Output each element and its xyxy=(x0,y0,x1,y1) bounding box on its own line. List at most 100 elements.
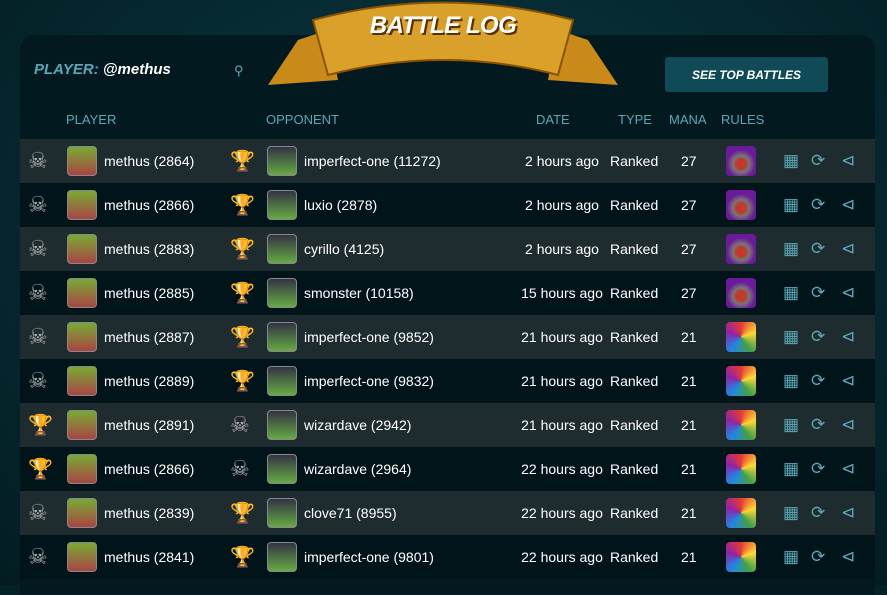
trophy-icon: 🏆 xyxy=(230,326,255,349)
share-icon[interactable]: ⊲ xyxy=(841,327,856,346)
share-icon[interactable]: ⊲ xyxy=(841,239,856,258)
trophy-icon: 🏆 xyxy=(28,458,53,481)
opponent-name[interactable]: wizardave (2964) xyxy=(304,461,412,477)
replay-icon[interactable]: ⟳ xyxy=(811,503,826,522)
trophy-icon: 🏆 xyxy=(230,194,255,217)
battle-row: 🏆 methus (2866) ☠ wizardave (2964) 22 hours … xyxy=(20,447,875,491)
see-top-battles-button[interactable]: SEE TOP BATTLES xyxy=(665,57,828,92)
share-icon[interactable]: ⊲ xyxy=(841,283,856,302)
player-avatar xyxy=(67,146,97,176)
trophy-icon: 🏆 xyxy=(230,282,255,305)
player-name[interactable]: methus (2864) xyxy=(104,153,195,169)
battle-log-panel: PLAYER: @methus ⚲ SEE TOP BATTLES PLAYER… xyxy=(20,35,875,595)
rainbow-icon xyxy=(726,366,756,396)
battle-view-icon[interactable]: ▦ xyxy=(783,283,800,302)
battle-date: 2 hours ago xyxy=(525,153,599,169)
battle-row: 🏆 methus (2891) ☠ wizardave (2942) 21 hours … xyxy=(20,403,875,447)
replay-icon[interactable]: ⟳ xyxy=(811,459,826,478)
replay-icon[interactable]: ⟳ xyxy=(811,371,826,390)
battle-view-icon[interactable]: ▦ xyxy=(783,239,800,258)
battle-view-icon[interactable]: ▦ xyxy=(783,503,800,522)
player-name[interactable]: methus (2866) xyxy=(104,197,195,213)
battle-view-icon[interactable]: ▦ xyxy=(783,151,800,170)
header-opponent: OPPONENT xyxy=(266,112,339,127)
battle-date: 21 hours ago xyxy=(521,329,603,345)
opponent-avatar xyxy=(267,410,297,440)
hooded-icon xyxy=(726,146,756,176)
player-avatar xyxy=(67,322,97,352)
battle-mana: 21 xyxy=(681,549,697,565)
share-icon[interactable]: ⊲ xyxy=(841,547,856,566)
rainbow-icon xyxy=(726,454,756,484)
player-avatar xyxy=(67,190,97,220)
skull-icon: ☠ xyxy=(28,500,48,525)
skull-icon: ☠ xyxy=(28,280,48,305)
skull-icon: ☠ xyxy=(28,368,48,393)
search-icon[interactable]: ⚲ xyxy=(234,63,244,78)
battle-mana: 21 xyxy=(681,373,697,389)
battle-view-icon[interactable]: ▦ xyxy=(783,547,800,566)
opponent-name[interactable]: imperfect-one (9852) xyxy=(304,329,434,345)
replay-icon[interactable]: ⟳ xyxy=(811,547,826,566)
share-icon[interactable]: ⊲ xyxy=(841,371,856,390)
trophy-icon: 🏆 xyxy=(230,546,255,569)
battle-row: ☠ methus (2864) 🏆 imperfect-one (11272) 2 ho… xyxy=(20,139,875,183)
player-name[interactable]: methus (2866) xyxy=(104,461,195,477)
skull-icon: ☠ xyxy=(28,148,48,173)
opponent-name[interactable]: imperfect-one (9832) xyxy=(304,373,434,389)
player-name[interactable]: @methus xyxy=(102,61,171,78)
share-icon[interactable]: ⊲ xyxy=(841,195,856,214)
trophy-icon: 🏆 xyxy=(230,502,255,525)
opponent-name[interactable]: luxio (2878) xyxy=(304,197,378,213)
battle-row: ☠ methus (2839) 🏆 clove71 (8955) 22 hours ag… xyxy=(20,491,875,535)
share-icon[interactable]: ⊲ xyxy=(841,151,856,170)
opponent-name[interactable]: clove71 (8955) xyxy=(304,505,397,521)
replay-icon[interactable]: ⟳ xyxy=(811,151,826,170)
opponent-name[interactable]: wizardave (2942) xyxy=(304,417,412,433)
battle-type: Ranked xyxy=(610,549,659,565)
replay-icon[interactable]: ⟳ xyxy=(811,239,826,258)
rainbow-icon xyxy=(726,498,756,528)
replay-icon[interactable]: ⟳ xyxy=(811,283,826,302)
skull-icon: ☠ xyxy=(28,192,48,217)
replay-icon[interactable]: ⟳ xyxy=(811,327,826,346)
player-name[interactable]: methus (2883) xyxy=(104,241,195,257)
battle-row: ☠ methus (2866) 🏆 luxio (2878) 2 hours ago Ra… xyxy=(20,183,875,227)
header-player: PLAYER xyxy=(66,112,117,127)
skull-icon: ☠ xyxy=(28,324,48,349)
battle-view-icon[interactable]: ▦ xyxy=(783,195,800,214)
rainbow-icon xyxy=(726,410,756,440)
player-name[interactable]: methus (2891) xyxy=(104,417,195,433)
share-icon[interactable]: ⊲ xyxy=(841,415,856,434)
share-icon[interactable]: ⊲ xyxy=(841,459,856,478)
battle-view-icon[interactable]: ▦ xyxy=(783,327,800,346)
rainbow-icon xyxy=(726,542,756,572)
player-avatar xyxy=(67,410,97,440)
opponent-name[interactable]: imperfect-one (9801) xyxy=(304,549,434,565)
battle-list: ☠ methus (2864) 🏆 imperfect-one (11272) 2 ho… xyxy=(20,139,875,579)
battle-view-icon[interactable]: ▦ xyxy=(783,371,800,390)
player-name[interactable]: methus (2841) xyxy=(104,549,195,565)
opponent-name[interactable]: smonster (10158) xyxy=(304,285,414,301)
battle-date: 15 hours ago xyxy=(521,285,603,301)
battle-view-icon[interactable]: ▦ xyxy=(783,459,800,478)
hooded-icon xyxy=(726,278,756,308)
hooded-icon xyxy=(726,190,756,220)
player-avatar xyxy=(67,454,97,484)
opponent-name[interactable]: cyrillo (4125) xyxy=(304,241,385,257)
share-icon[interactable]: ⊲ xyxy=(841,503,856,522)
replay-icon[interactable]: ⟳ xyxy=(811,415,826,434)
player-name[interactable]: methus (2889) xyxy=(104,373,195,389)
player-name[interactable]: methus (2885) xyxy=(104,285,195,301)
rainbow-icon xyxy=(726,322,756,352)
player-avatar xyxy=(67,234,97,264)
replay-icon[interactable]: ⟳ xyxy=(811,195,826,214)
player-name[interactable]: methus (2839) xyxy=(104,505,195,521)
player-name[interactable]: methus (2887) xyxy=(104,329,195,345)
battle-mana: 21 xyxy=(681,505,697,521)
battle-view-icon[interactable]: ▦ xyxy=(783,415,800,434)
player-avatar xyxy=(67,542,97,572)
opponent-name[interactable]: imperfect-one (11272) xyxy=(304,153,441,169)
player-filter: PLAYER: @methus xyxy=(34,61,171,78)
battle-mana: 27 xyxy=(681,153,697,169)
